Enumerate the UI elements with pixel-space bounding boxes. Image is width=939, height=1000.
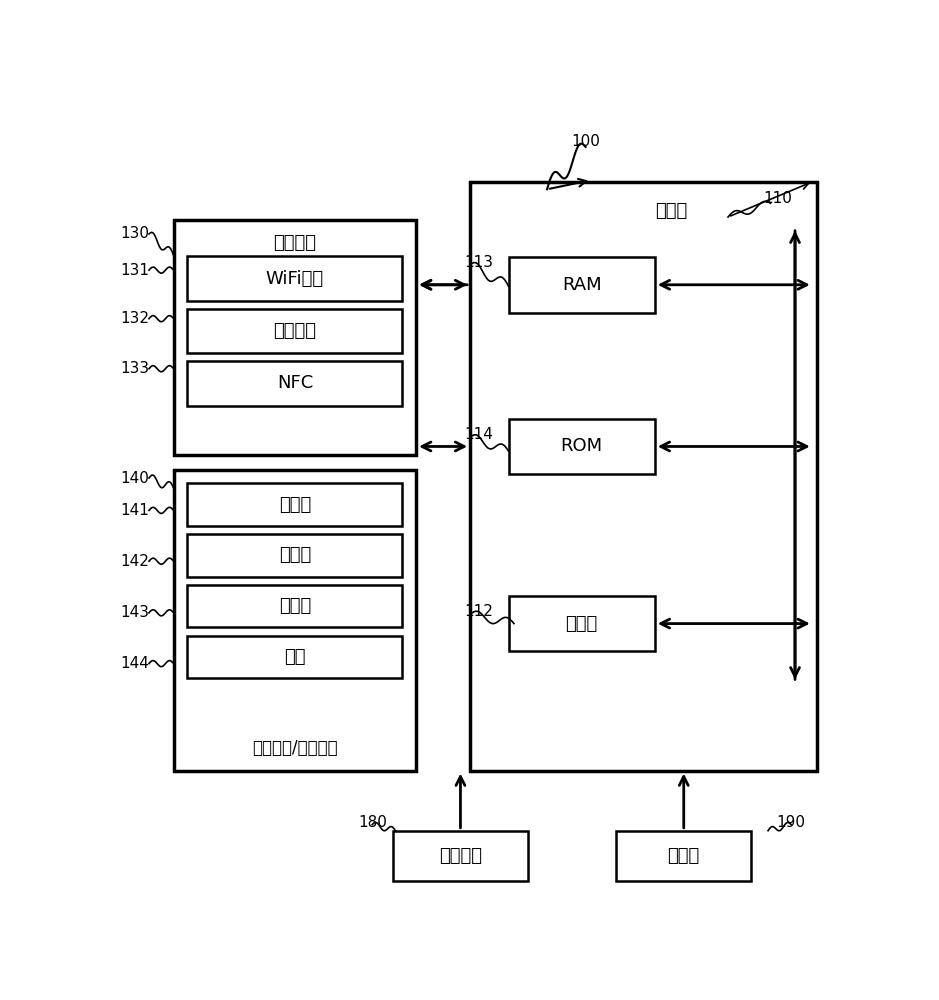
FancyBboxPatch shape xyxy=(509,419,654,474)
Text: 144: 144 xyxy=(120,656,149,671)
Text: 处理器: 处理器 xyxy=(565,615,598,633)
Text: 通信接口: 通信接口 xyxy=(273,234,316,252)
Text: 132: 132 xyxy=(120,311,149,326)
Text: ROM: ROM xyxy=(561,437,603,455)
FancyBboxPatch shape xyxy=(188,361,402,406)
FancyBboxPatch shape xyxy=(509,257,654,312)
FancyBboxPatch shape xyxy=(188,636,402,678)
Text: 100: 100 xyxy=(571,134,600,149)
FancyBboxPatch shape xyxy=(188,483,402,526)
Text: 110: 110 xyxy=(763,191,793,206)
Text: 用户输入/输出接口: 用户输入/输出接口 xyxy=(252,739,338,757)
Text: 供电电源: 供电电源 xyxy=(439,847,482,865)
FancyBboxPatch shape xyxy=(616,831,751,881)
Text: 180: 180 xyxy=(358,815,387,830)
FancyBboxPatch shape xyxy=(188,256,402,301)
Text: 触摸板: 触摸板 xyxy=(279,546,311,564)
Text: 蓝牙模块: 蓝牙模块 xyxy=(273,322,316,340)
Text: 190: 190 xyxy=(777,815,806,830)
Text: 麦克风: 麦克风 xyxy=(279,496,311,514)
Text: 按键: 按键 xyxy=(285,648,306,666)
Text: NFC: NFC xyxy=(277,374,313,392)
FancyBboxPatch shape xyxy=(470,182,817,771)
Text: WiFi芯片: WiFi芯片 xyxy=(266,270,324,288)
FancyBboxPatch shape xyxy=(509,596,654,651)
Text: 133: 133 xyxy=(120,361,149,376)
Text: 130: 130 xyxy=(120,226,149,241)
Text: 140: 140 xyxy=(120,471,149,486)
Text: 113: 113 xyxy=(465,255,494,270)
FancyBboxPatch shape xyxy=(188,534,402,577)
Text: RAM: RAM xyxy=(562,276,602,294)
Text: 141: 141 xyxy=(120,503,149,518)
FancyBboxPatch shape xyxy=(393,831,528,881)
Text: 142: 142 xyxy=(120,554,149,569)
Text: 143: 143 xyxy=(120,605,149,620)
Text: 存储器: 存储器 xyxy=(668,847,700,865)
FancyBboxPatch shape xyxy=(188,309,402,353)
Text: 控制器: 控制器 xyxy=(654,202,687,220)
Text: 传感器: 传感器 xyxy=(279,597,311,615)
Text: 131: 131 xyxy=(120,263,149,278)
FancyBboxPatch shape xyxy=(188,585,402,627)
FancyBboxPatch shape xyxy=(174,470,416,771)
FancyBboxPatch shape xyxy=(174,220,416,455)
Text: 112: 112 xyxy=(465,604,494,619)
Text: 114: 114 xyxy=(465,427,494,442)
